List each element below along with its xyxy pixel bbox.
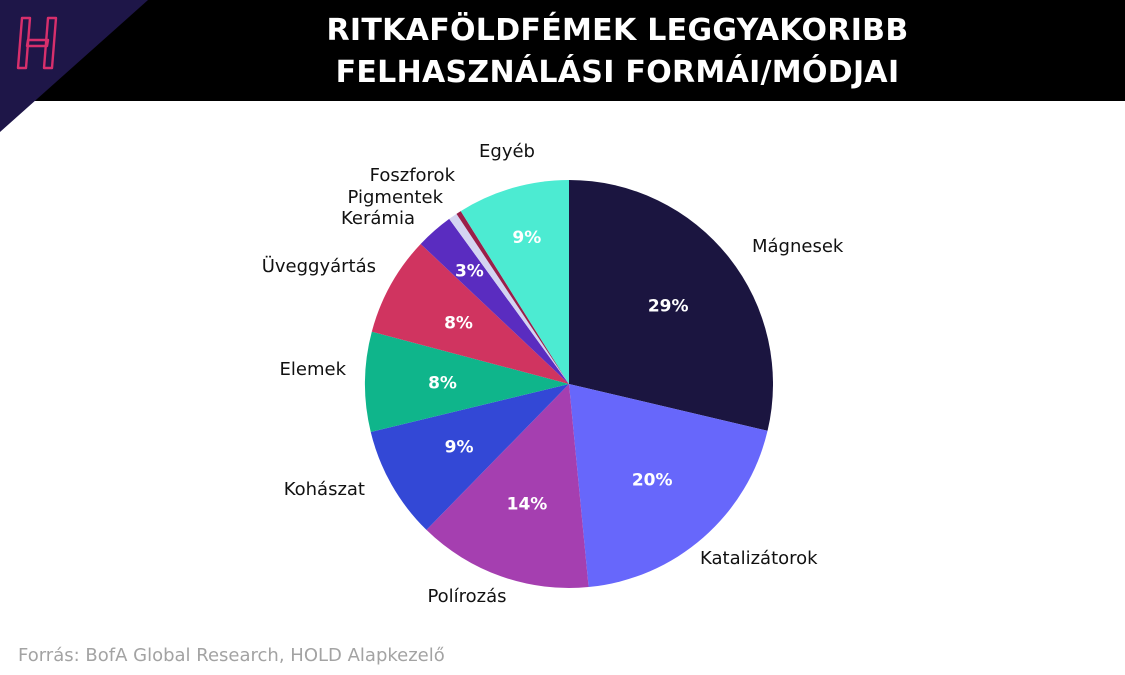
pie-slice-keramia: [420, 218, 569, 384]
pie-slice-polirozas: [426, 384, 589, 588]
hold-logo-icon: [16, 16, 58, 70]
source-note: Forrás: BofA Global Research, HOLD Alapk…: [18, 645, 445, 666]
category-label-elemek: Elemek: [280, 359, 347, 380]
category-label-egyeb: Egyéb: [479, 141, 535, 162]
data-label-egyeb: 9%: [512, 228, 541, 248]
pie-slice-egyeb: [460, 180, 569, 384]
category-label-foszforok: Foszforok: [370, 165, 456, 186]
pie-slice-magnesek: [569, 180, 774, 431]
category-label-magnesek: Mágnesek: [752, 236, 844, 257]
pie-slice-foszforok: [456, 211, 569, 384]
data-label-uveggyartas: 8%: [444, 314, 473, 334]
page-title: RITKAFÖLDFÉMEK LEGGYAKORIBB FELHASZNÁLÁS…: [130, 10, 1105, 94]
pie-slice-katalizatorok: [569, 384, 768, 588]
pie-slice-elemek: [365, 331, 569, 433]
data-label-magnesek: 29%: [648, 297, 689, 317]
header-bar: RITKAFÖLDFÉMEK LEGGYAKORIBB FELHASZNÁLÁS…: [0, 0, 1125, 132]
category-label-uveggyartas: Üveggyártás: [262, 255, 376, 277]
category-label-kohaszat: Kohászat: [284, 479, 365, 500]
category-label-pigmentek: Pigmentek: [348, 187, 444, 208]
corner-triangle: [0, 0, 148, 132]
category-label-katalizatorok: Katalizátorok: [700, 548, 818, 569]
pie-slice-kohaszat: [370, 384, 569, 530]
data-label-katalizatorok: 20%: [632, 470, 673, 490]
logo-corner: [0, 0, 148, 132]
category-label-keramia: Kerámia: [341, 208, 415, 229]
data-label-kohaszat: 9%: [445, 438, 474, 458]
title-line-1: RITKAFÖLDFÉMEK LEGGYAKORIBB: [326, 13, 909, 48]
title-line-2: FELHASZNÁLÁSI FORMÁI/MÓDJAI: [335, 55, 900, 90]
data-label-polirozas: 14%: [507, 494, 548, 514]
data-label-elemek: 8%: [428, 374, 457, 394]
pie-slice-uveggyartas: [371, 243, 569, 384]
data-label-keramia: 3%: [455, 262, 484, 282]
category-label-polirozas: Polírozás: [427, 586, 506, 607]
pie-slice-pigmentek: [449, 213, 569, 384]
